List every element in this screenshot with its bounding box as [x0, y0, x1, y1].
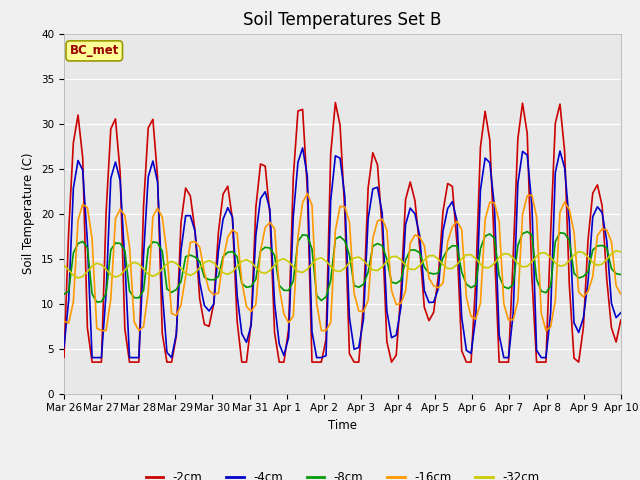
Title: Soil Temperatures Set B: Soil Temperatures Set B	[243, 11, 442, 29]
X-axis label: Time: Time	[328, 419, 357, 432]
Text: BC_met: BC_met	[70, 44, 119, 58]
Legend: -2cm, -4cm, -8cm, -16cm, -32cm: -2cm, -4cm, -8cm, -16cm, -32cm	[141, 466, 544, 480]
Y-axis label: Soil Temperature (C): Soil Temperature (C)	[22, 153, 35, 275]
